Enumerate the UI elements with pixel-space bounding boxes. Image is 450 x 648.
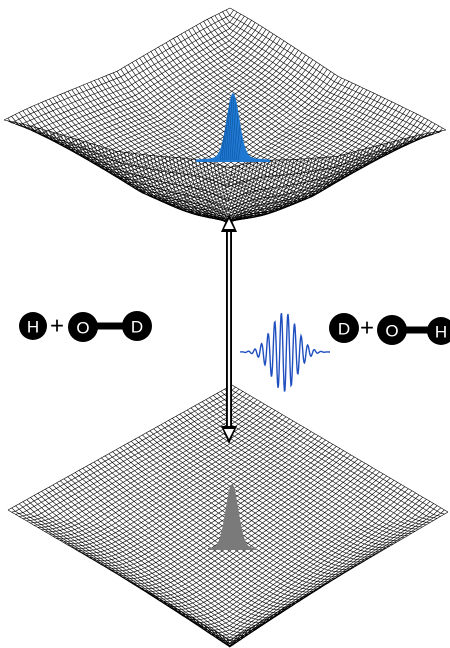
mesh-line [52, 484, 274, 629]
mesh-line [226, 509, 445, 645]
mesh-line [214, 503, 434, 648]
mesh-line [22, 110, 248, 222]
product-atom-h-label: H [435, 323, 447, 342]
mesh-line [26, 20, 252, 137]
mesh-line [30, 497, 253, 644]
mesh-line [7, 509, 231, 641]
wavepacket-line [225, 102, 231, 161]
mesh-line [33, 495, 256, 642]
mesh-line [22, 393, 247, 519]
mesh-line [41, 491, 263, 636]
mesh-line [216, 393, 434, 521]
mesh-line [67, 418, 290, 547]
mesh-line [196, 492, 416, 636]
mesh-line [3, 119, 230, 168]
reactant-atom-o: O [68, 312, 98, 342]
mesh-line [75, 87, 298, 216]
mesh-line [177, 36, 396, 162]
mesh-line [26, 108, 251, 224]
upper-wavepacket [196, 93, 270, 162]
mesh-line [19, 391, 243, 517]
mesh-line [189, 488, 409, 631]
wavepacket-line [219, 136, 225, 161]
double-headed-arrow-icon [221, 214, 237, 444]
mesh-line [30, 22, 256, 139]
mesh-line [30, 107, 255, 224]
mesh-line [11, 386, 236, 513]
mesh-line [135, 60, 356, 188]
mesh-line [221, 125, 440, 202]
reactant-atom-h: H [19, 312, 47, 340]
mesh-line [142, 87, 364, 209]
product-atom-h: H [427, 317, 450, 345]
wavepacket-line [235, 124, 241, 161]
wavepacket-line [231, 102, 237, 161]
mesh-line [149, 430, 369, 563]
mesh-line [202, 115, 422, 224]
mesh-line [228, 386, 445, 515]
lower-wavepacket [208, 484, 256, 550]
reactant-atom-d: D [122, 311, 152, 341]
mesh-line [200, 494, 420, 639]
mesh-line [217, 123, 436, 211]
upper-wavepacket-mesh [219, 96, 243, 161]
product-atom-o: O [377, 315, 407, 345]
mesh-line [15, 114, 241, 211]
lower-potential-surface [7, 384, 449, 648]
mesh-line [11, 507, 234, 645]
mesh-line [229, 511, 449, 641]
mesh-line [45, 488, 267, 634]
mesh-line [7, 9, 234, 124]
mesh-line [37, 493, 260, 639]
mesh-line [11, 116, 237, 202]
mesh-line [7, 117, 233, 188]
upper-potential-surface [3, 7, 447, 224]
wavepacket-line [229, 96, 235, 161]
mesh-line [210, 119, 429, 222]
product-atom-o-label: O [385, 322, 398, 341]
products: D + O H [329, 313, 450, 345]
mesh-line [205, 399, 423, 528]
reactant-atom-d-label: D [131, 318, 143, 337]
mesh-line [211, 501, 431, 646]
reactant-atom-h-label: H [27, 318, 39, 337]
product-atom-d: D [329, 313, 359, 343]
product-plus: + [360, 315, 374, 342]
mesh-line [207, 499, 427, 644]
wavepacket-line [223, 112, 229, 161]
mesh-line [224, 127, 443, 187]
reactant-plus: + [50, 313, 64, 340]
reactant-atom-o-label: O [76, 319, 89, 338]
reactants: H + O D [19, 311, 152, 342]
laser-pulse-icon [239, 313, 330, 392]
wavepacket-line [233, 112, 239, 161]
wavepacket-line [237, 136, 243, 161]
wavepacket-line [221, 124, 227, 161]
mesh-line [203, 496, 424, 641]
product-atom-d-label: D [338, 320, 350, 339]
wavepacket-line [227, 96, 233, 161]
mesh-line [22, 501, 245, 648]
